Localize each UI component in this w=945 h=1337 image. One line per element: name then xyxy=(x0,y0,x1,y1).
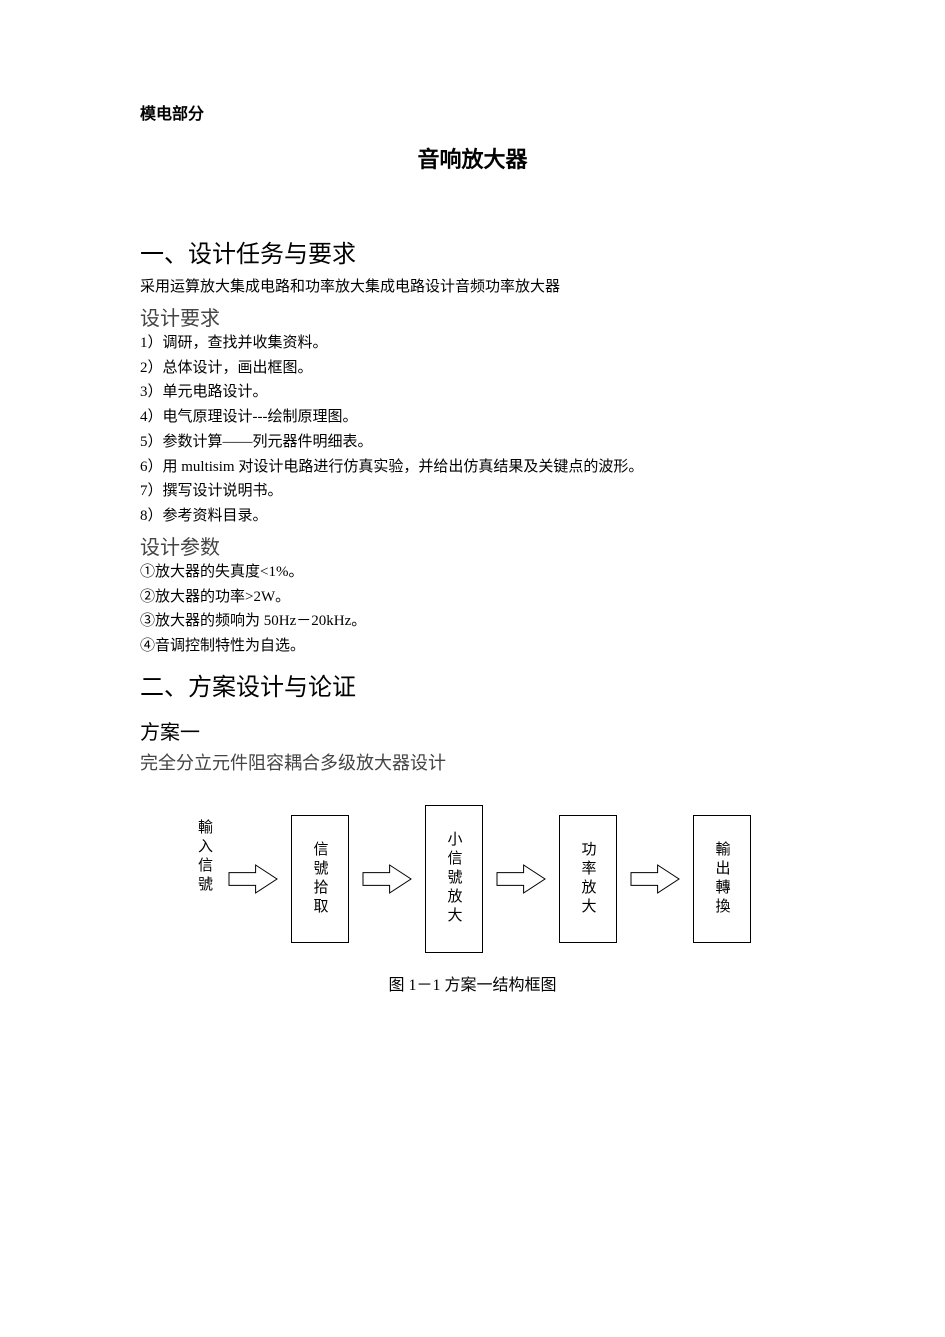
flowchart-node-label: 信號拾取 xyxy=(310,841,331,917)
req-item: 3）单元电路设计。 xyxy=(140,380,805,405)
req-item: 1）调研，查找并收集资料。 xyxy=(140,331,805,356)
arrow-icon xyxy=(361,863,413,895)
flowchart-node: 功率放大 xyxy=(559,815,617,943)
flowchart-node-label: 輸出轉換 xyxy=(712,841,733,917)
req-item: 2）总体设计，画出框图。 xyxy=(140,356,805,381)
section-tag: 模电部分 xyxy=(140,100,805,124)
arrow-icon xyxy=(495,863,547,895)
section2-heading: 二、方案设计与论证 xyxy=(140,667,805,702)
flowchart-node: 信號拾取 xyxy=(291,815,349,943)
param-item: ①放大器的失真度<1%。 xyxy=(140,560,805,585)
req-item: 4）电气原理设计---绘制原理图。 xyxy=(140,405,805,430)
req-item: 7）撰写设计说明书。 xyxy=(140,479,805,504)
flowchart-caption: 图 1－1 方案一结构框图 xyxy=(140,971,805,995)
param-item: ④音调控制特性为自选。 xyxy=(140,634,805,659)
document-title: 音响放大器 xyxy=(140,142,805,174)
scheme1-flowchart: 輸入信號 信號拾取 小信號放大 功率放大 輸出轉換 xyxy=(140,805,805,953)
design-params-heading: 设计参数 xyxy=(140,531,805,560)
scheme1-description: 完全分立元件阻容耦合多级放大器设计 xyxy=(140,749,805,775)
param-item: ②放大器的功率>2W。 xyxy=(140,585,805,610)
param-item: ③放大器的频响为 50Hz－20kHz。 xyxy=(140,609,805,634)
document-page: 模电部分 音响放大器 一、设计任务与要求 采用运算放大集成电路和功率放大集成电路… xyxy=(0,0,945,1337)
req-item: 5）参数计算――列元器件明细表。 xyxy=(140,430,805,455)
flowchart-node-label: 功率放大 xyxy=(578,841,599,917)
flowchart-input-label: 輸入信號 xyxy=(194,819,215,939)
req-item: 8）参考资料目录。 xyxy=(140,504,805,529)
scheme1-heading: 方案一 xyxy=(140,716,805,745)
req-item: 6）用 multisim 对设计电路进行仿真实验，并给出仿真结果及关键点的波形。 xyxy=(140,455,805,480)
flowchart-node: 輸出轉換 xyxy=(693,815,751,943)
section1-intro: 采用运算放大集成电路和功率放大集成电路设计音频功率放大器 xyxy=(140,275,805,300)
flowchart-node-label: 小信號放大 xyxy=(444,831,465,926)
flowchart-node: 小信號放大 xyxy=(425,805,483,953)
section1-heading: 一、设计任务与要求 xyxy=(140,234,805,269)
arrow-icon xyxy=(629,863,681,895)
design-requirements-heading: 设计要求 xyxy=(140,302,805,331)
arrow-icon xyxy=(227,863,279,895)
